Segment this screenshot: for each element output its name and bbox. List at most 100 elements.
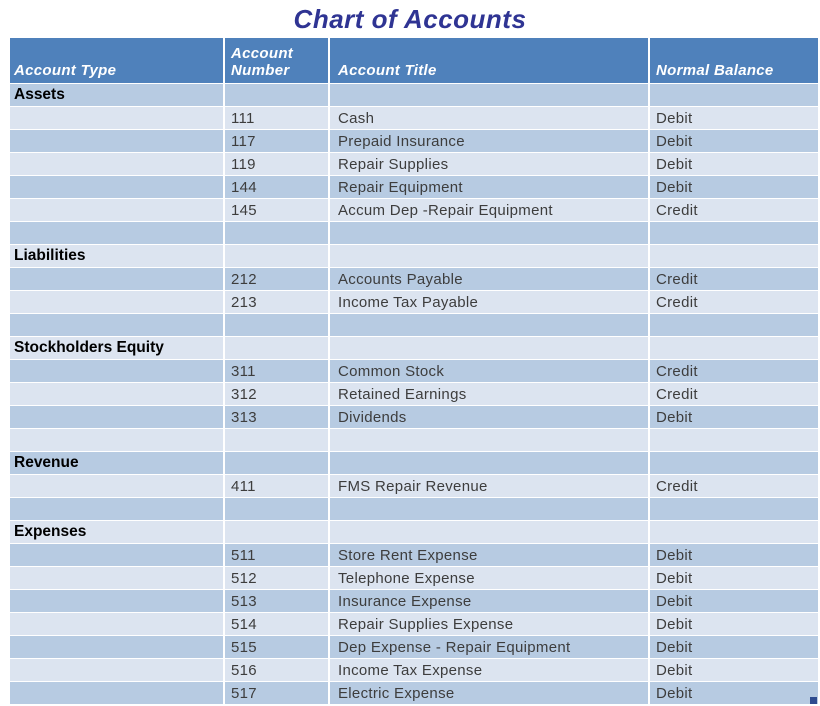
cell-normal-balance[interactable] xyxy=(650,314,818,336)
cell-normal-balance[interactable] xyxy=(650,222,818,244)
cell-normal-balance[interactable]: Debit xyxy=(656,615,693,633)
cell-normal-balance[interactable]: Debit xyxy=(656,684,693,702)
cell-account-number[interactable] xyxy=(225,245,330,267)
cell-account-type[interactable] xyxy=(10,406,225,428)
cell-account-title[interactable]: FMS Repair Revenue xyxy=(330,475,650,497)
cell-account-title[interactable]: Income Tax Payable xyxy=(330,291,650,313)
cell-account-type[interactable] xyxy=(10,429,225,451)
cell-normal-balance[interactable]: Credit xyxy=(656,385,698,403)
cell-normal-balance[interactable]: Credit xyxy=(656,293,698,311)
cell-account-title[interactable]: Electric Expense xyxy=(330,682,650,704)
cell-account-number[interactable] xyxy=(225,222,330,244)
column-header-account-number[interactable]: Account Number xyxy=(225,38,330,83)
cell-account-number[interactable]: 515 xyxy=(225,636,330,658)
cell-account-number[interactable] xyxy=(225,337,330,359)
cell-account-type[interactable] xyxy=(10,659,225,681)
cell-account-title[interactable]: Prepaid Insurance xyxy=(330,130,650,152)
cell-normal-balance[interactable]: Debit xyxy=(656,638,693,656)
cell-normal-balance[interactable]: Debit xyxy=(656,155,693,173)
cell-account-title[interactable] xyxy=(330,337,650,359)
cell-account-type[interactable]: Expenses xyxy=(10,521,225,543)
cell-account-number[interactable]: 517 xyxy=(225,682,330,704)
cell-account-number[interactable] xyxy=(225,521,330,543)
cell-account-type[interactable] xyxy=(10,682,225,704)
cell-account-type[interactable] xyxy=(10,498,225,520)
cell-account-type[interactable] xyxy=(10,314,225,336)
cell-account-number[interactable]: 411 xyxy=(225,475,330,497)
cell-normal-balance[interactable] xyxy=(650,245,818,267)
fill-handle[interactable] xyxy=(810,697,817,704)
cell-account-title[interactable]: Repair Supplies xyxy=(330,153,650,175)
cell-account-number[interactable]: 119 xyxy=(225,153,330,175)
cell-account-number[interactable]: 213 xyxy=(225,291,330,313)
cell-account-type[interactable] xyxy=(10,176,225,198)
cell-normal-balance[interactable] xyxy=(650,84,818,106)
cell-account-number[interactable]: 513 xyxy=(225,590,330,612)
cell-normal-balance[interactable]: Debit xyxy=(656,569,693,587)
cell-account-title[interactable]: Accounts Payable xyxy=(330,268,650,290)
cell-account-number[interactable]: 144 xyxy=(225,176,330,198)
cell-normal-balance[interactable]: Credit xyxy=(656,270,698,288)
cell-account-type[interactable] xyxy=(10,153,225,175)
cell-account-title[interactable]: Common Stock xyxy=(330,360,650,382)
cell-account-type[interactable] xyxy=(10,360,225,382)
cell-normal-balance[interactable]: Credit xyxy=(656,477,698,495)
cell-account-type[interactable] xyxy=(10,613,225,635)
cell-account-number[interactable]: 511 xyxy=(225,544,330,566)
cell-account-number[interactable]: 111 xyxy=(225,107,330,129)
cell-account-title[interactable]: Repair Equipment xyxy=(330,176,650,198)
cell-account-type[interactable] xyxy=(10,383,225,405)
cell-account-type[interactable]: Stockholders Equity xyxy=(10,337,225,359)
cell-account-type[interactable]: Revenue xyxy=(10,452,225,474)
cell-normal-balance[interactable]: Debit xyxy=(656,408,693,426)
cell-normal-balance[interactable]: Credit xyxy=(656,362,698,380)
column-header-account-title[interactable]: Account Title xyxy=(330,38,650,83)
cell-normal-balance[interactable]: Debit xyxy=(656,132,693,150)
cell-account-title[interactable]: Accum Dep -Repair Equipment xyxy=(330,199,650,221)
cell-account-title[interactable]: Dep Expense - Repair Equipment xyxy=(330,636,650,658)
column-header-account-type[interactable]: Account Type xyxy=(10,38,225,83)
cell-normal-balance[interactable] xyxy=(650,498,818,520)
cell-account-type[interactable] xyxy=(10,590,225,612)
cell-account-type[interactable] xyxy=(10,222,225,244)
cell-account-number[interactable]: 212 xyxy=(225,268,330,290)
cell-account-type[interactable] xyxy=(10,475,225,497)
cell-normal-balance[interactable] xyxy=(650,452,818,474)
cell-account-title[interactable] xyxy=(330,498,650,520)
cell-normal-balance[interactable]: Credit xyxy=(656,201,698,219)
cell-normal-balance[interactable]: Debit xyxy=(656,178,693,196)
cell-account-number[interactable]: 514 xyxy=(225,613,330,635)
cell-account-type[interactable] xyxy=(10,268,225,290)
cell-account-number[interactable] xyxy=(225,498,330,520)
cell-account-type[interactable] xyxy=(10,130,225,152)
cell-normal-balance[interactable]: Debit xyxy=(656,546,693,564)
cell-account-title[interactable]: Store Rent Expense xyxy=(330,544,650,566)
cell-account-title[interactable]: Insurance Expense xyxy=(330,590,650,612)
cell-account-type[interactable] xyxy=(10,636,225,658)
cell-account-title[interactable] xyxy=(330,521,650,543)
cell-account-type[interactable] xyxy=(10,199,225,221)
cell-account-title[interactable] xyxy=(330,429,650,451)
cell-account-title[interactable]: Income Tax Expense xyxy=(330,659,650,681)
cell-normal-balance[interactable]: Debit xyxy=(656,661,693,679)
cell-account-number[interactable]: 313 xyxy=(225,406,330,428)
cell-account-number[interactable]: 145 xyxy=(225,199,330,221)
cell-account-type[interactable]: Assets xyxy=(10,84,225,106)
cell-account-title[interactable] xyxy=(330,84,650,106)
cell-normal-balance[interactable] xyxy=(650,337,818,359)
cell-account-number[interactable] xyxy=(225,84,330,106)
cell-account-title[interactable]: Dividends xyxy=(330,406,650,428)
cell-account-number[interactable]: 117 xyxy=(225,130,330,152)
cell-account-title[interactable] xyxy=(330,222,650,244)
cell-account-number[interactable] xyxy=(225,429,330,451)
cell-account-title[interactable]: Retained Earnings xyxy=(330,383,650,405)
cell-account-number[interactable] xyxy=(225,452,330,474)
cell-account-type[interactable] xyxy=(10,567,225,589)
cell-account-title[interactable] xyxy=(330,245,650,267)
cell-account-type[interactable] xyxy=(10,107,225,129)
cell-account-title[interactable]: Repair Supplies Expense xyxy=(330,613,650,635)
cell-account-type[interactable]: Liabilities xyxy=(10,245,225,267)
cell-account-title[interactable]: Cash xyxy=(330,107,650,129)
cell-normal-balance[interactable] xyxy=(650,521,818,543)
cell-normal-balance[interactable] xyxy=(650,429,818,451)
